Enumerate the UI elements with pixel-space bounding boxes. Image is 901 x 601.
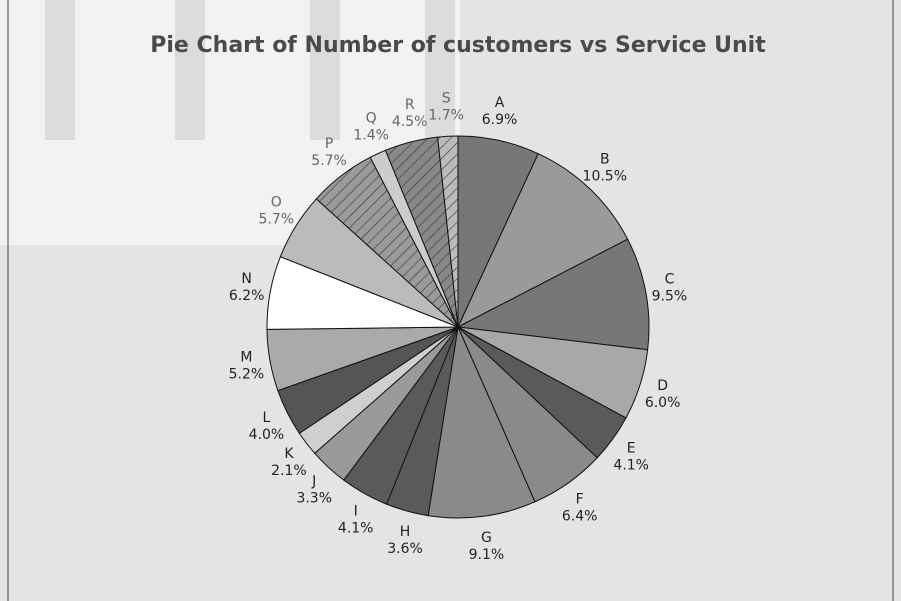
slice-value-label: 4.5% bbox=[392, 114, 428, 130]
slice-label: M bbox=[240, 350, 252, 366]
watermark bbox=[310, 0, 340, 140]
pie-slice bbox=[427, 325, 536, 519]
slice-value-label: 1.7% bbox=[428, 107, 464, 123]
watermark bbox=[425, 0, 455, 140]
slice-label: B bbox=[600, 151, 610, 167]
slice-value-label: 3.3% bbox=[296, 491, 332, 507]
slice-label: K bbox=[284, 446, 294, 462]
slice-value-label: 9.1% bbox=[469, 547, 505, 563]
slice-value-label: 6.2% bbox=[229, 288, 265, 304]
slice-value-label: 5.7% bbox=[259, 211, 295, 227]
slice-value-label: 4.0% bbox=[249, 427, 285, 443]
slice-label: H bbox=[400, 524, 411, 540]
watermark bbox=[175, 0, 205, 140]
slice-label: G bbox=[481, 530, 492, 546]
slice-value-label: 5.2% bbox=[229, 367, 265, 383]
slice-label: D bbox=[657, 378, 668, 394]
slice-label: A bbox=[495, 95, 505, 111]
slice-label: Q bbox=[366, 110, 377, 126]
slice-value-label: 4.1% bbox=[613, 457, 649, 473]
slice-label: R bbox=[405, 97, 415, 113]
pie-slice bbox=[456, 238, 650, 351]
chart-title: Pie Chart of Number of customers vs Serv… bbox=[150, 33, 766, 58]
slice-value-label: 3.6% bbox=[387, 541, 423, 557]
pie-slice bbox=[456, 153, 629, 329]
slice-label: L bbox=[263, 410, 271, 426]
slice-hatch bbox=[316, 157, 458, 327]
slice-hatch bbox=[437, 136, 458, 327]
slice-label: I bbox=[354, 504, 358, 520]
slice-label: F bbox=[576, 491, 584, 507]
slice-label: P bbox=[325, 136, 333, 152]
slice-value-label: 6.9% bbox=[482, 112, 518, 128]
slice-value-label: 5.7% bbox=[311, 153, 347, 169]
slice-label: E bbox=[627, 440, 636, 456]
watermark bbox=[45, 0, 75, 140]
slice-value-label: 9.5% bbox=[652, 289, 688, 305]
slice-label: O bbox=[271, 194, 282, 210]
slice-value-label: 6.4% bbox=[562, 508, 598, 524]
slice-value-label: 6.0% bbox=[645, 395, 681, 411]
slice-label: C bbox=[665, 272, 675, 288]
slice-value-label: 1.4% bbox=[353, 127, 389, 143]
slice-label: J bbox=[311, 474, 316, 490]
slice-value-label: 2.1% bbox=[271, 463, 307, 479]
slice-value-label: 10.5% bbox=[583, 168, 627, 184]
slice-label: N bbox=[241, 271, 251, 287]
slice-hatch bbox=[385, 137, 458, 327]
slice-value-label: 4.1% bbox=[338, 521, 374, 537]
slice-label: S bbox=[442, 90, 451, 106]
